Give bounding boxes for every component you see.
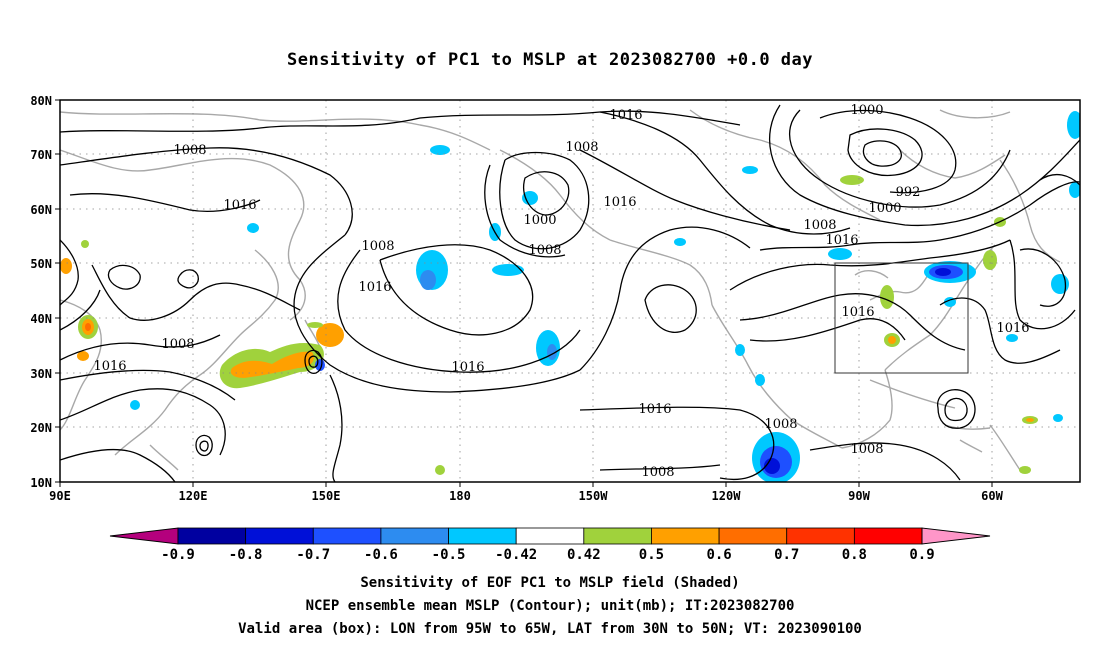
lon-label: 90W [848, 489, 870, 503]
contour-label: 1016 [93, 359, 126, 374]
colorbar-cell [245, 527, 314, 545]
contour-label: 1016 [638, 402, 671, 417]
colorbar-label: 0.7 [774, 547, 799, 563]
colorbar-label: -0.9 [161, 547, 195, 563]
lon-label: 120E [179, 489, 208, 503]
colorbar: -0.9 -0.8 -0.7 -0.6 -0.5 -0.42 0.42 0.5 0.6 0.7 0.… [109, 527, 991, 563]
contour-label: 1016 [996, 321, 1029, 336]
lon-label: 60W [981, 489, 1003, 503]
contour-label: 1008 [173, 143, 206, 158]
lon-label: 180 [449, 489, 471, 503]
contour-label: 1000 [850, 103, 883, 118]
colorbar-label: 0.8 [842, 547, 867, 563]
contour-label: 1016 [825, 233, 858, 248]
contour-label: 1008 [528, 243, 561, 258]
lon-label: 150W [579, 489, 609, 503]
contour-label: 1016 [223, 198, 256, 213]
contour-label: 1008 [764, 417, 797, 432]
caption-line-2: NCEP ensemble mean MSLP (Contour); unit(… [305, 598, 795, 614]
contour-label: 1000 [523, 213, 556, 228]
colorbar-cell [515, 527, 585, 545]
colorbar-cell [853, 527, 923, 545]
contour-label: 1000 [868, 201, 901, 216]
colorbar-labels: -0.9 -0.8 -0.7 -0.6 -0.5 -0.42 0.42 0.5 0.6 0.7 0.… [161, 547, 935, 563]
caption-line-3: Valid area (box): LON from 95W to 65W, L… [238, 621, 862, 637]
colorbar-label: -0.7 [296, 547, 330, 563]
contour-label: 1008 [803, 218, 836, 233]
longitude-labels: 90E 120E 150E 180 150W 120W 90W 60W [49, 489, 1003, 503]
latitude-labels: 80N 70N 60N 50N 40N 30N 20N 10N [30, 94, 52, 490]
contour-label: 1008 [361, 239, 394, 254]
contour-label: 992 [896, 185, 921, 200]
colorbar-cell [718, 527, 788, 545]
contour-label: 1016 [841, 305, 874, 320]
lat-label: 30N [30, 367, 52, 381]
map-frame [59, 99, 1081, 483]
colorbar-left-arrow [109, 527, 179, 545]
lon-label: 120W [712, 489, 742, 503]
colorbar-cell [583, 527, 652, 545]
colorbar-label: 0.9 [909, 547, 934, 563]
caption-line-1: Sensitivity of EOF PC1 to MSLP field (Sh… [360, 575, 740, 591]
contour-label: 1008 [161, 337, 194, 352]
colorbar-cells [177, 527, 923, 545]
colorbar-label: 0.5 [639, 547, 664, 563]
lat-label: 60N [30, 203, 52, 217]
lat-label: 80N [30, 94, 52, 108]
map-title: Sensitivity of PC1 to MSLP at 2023082700… [286, 50, 813, 70]
valid-area-box [834, 262, 969, 374]
axis-ticks [55, 99, 993, 487]
contour-label: 1016 [451, 360, 484, 375]
contour-labels: 1016 1008 1016 1008 1016 1000 1008 1016 … [93, 103, 1029, 480]
mslp-contours [60, 104, 1080, 482]
contour-label: 1016 [358, 280, 391, 295]
colorbar-label: 0.6 [706, 547, 731, 563]
colorbar-label: -0.8 [229, 547, 263, 563]
map-background [60, 100, 1080, 482]
colorbar-cell [380, 527, 449, 545]
sensitivity-shading [60, 111, 1080, 482]
lat-label: 50N [30, 257, 52, 271]
lat-label: 40N [30, 312, 52, 326]
colorbar-label: -0.6 [364, 547, 398, 563]
colorbar-label: -0.5 [432, 547, 466, 563]
contour-label: 1016 [609, 108, 642, 123]
contour-label: 1008 [850, 442, 883, 457]
colorbar-cell [786, 527, 855, 545]
lat-label: 70N [30, 148, 52, 162]
colorbar-cell [312, 527, 382, 545]
colorbar-label: -0.42 [495, 547, 537, 563]
lat-label: 20N [30, 421, 52, 435]
colorbar-cell [651, 527, 720, 545]
contour-label: 1008 [641, 465, 674, 480]
contour-label: 1008 [565, 140, 598, 155]
lat-label: 10N [30, 476, 52, 490]
contour-label: 1016 [603, 195, 636, 210]
lon-label: 90E [49, 489, 71, 503]
colorbar-cell [448, 527, 517, 545]
colorbar-right-arrow [921, 527, 991, 545]
lon-label: 150E [312, 489, 341, 503]
colorbar-label: 0.42 [567, 547, 601, 563]
colorbar-cell [177, 527, 247, 545]
